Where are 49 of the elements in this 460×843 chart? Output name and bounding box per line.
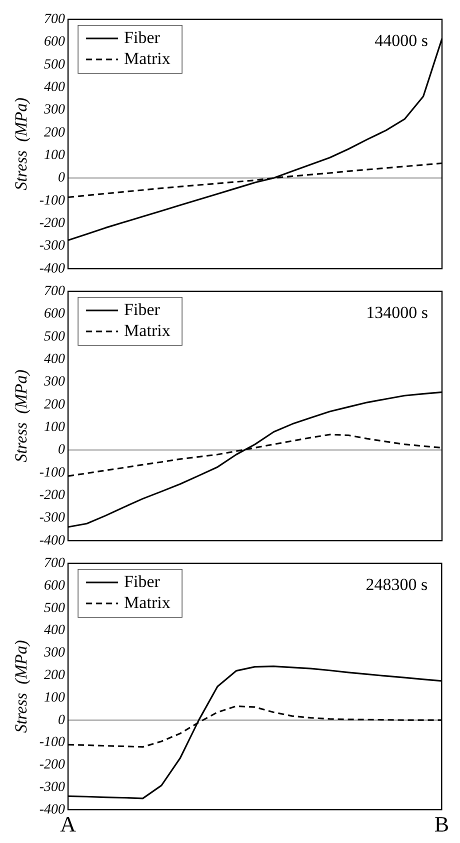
y-tick-label: -100 <box>39 193 66 208</box>
y-tick-label: 400 <box>44 623 66 638</box>
y-tick-label: 200 <box>44 668 66 683</box>
y-tick-label: 300 <box>43 102 66 118</box>
y-tick-label: 700 <box>44 556 66 572</box>
y-axis-title: Stress (MPa) <box>12 640 31 733</box>
y-tick-label: -200 <box>39 488 66 503</box>
y-tick-label: 400 <box>44 80 66 96</box>
legend-label: Matrix <box>124 592 171 612</box>
legend-label: Matrix <box>124 48 171 68</box>
y-tick-label: 500 <box>44 329 66 344</box>
y-tick-label: 100 <box>44 420 66 436</box>
y-tick-label: -400 <box>39 261 66 276</box>
y-tick-label: 700 <box>44 12 66 28</box>
annotation: 134000 s <box>366 302 428 322</box>
y-tick-label: 600 <box>44 306 66 322</box>
y-tick-label: 600 <box>44 34 66 50</box>
y-tick-label: 500 <box>44 57 66 72</box>
y-tick-label: 500 <box>44 600 66 616</box>
y-tick-label: -100 <box>39 735 66 750</box>
y-tick-label: 400 <box>44 352 66 368</box>
y-tick-label: 100 <box>44 690 66 706</box>
legend-label: Fiber <box>124 572 160 591</box>
x-tick-label: B <box>434 812 450 837</box>
y-tick-label: 200 <box>44 125 66 140</box>
y-tick-label: 300 <box>43 374 66 390</box>
y-axis-title: Stress (MPa) <box>12 369 31 462</box>
y-tick-label: -200 <box>39 216 66 231</box>
y-tick-label: -300 <box>39 780 66 795</box>
y-tick-label: -300 <box>39 238 66 254</box>
y-tick-label: 200 <box>44 397 66 412</box>
legend-label: Fiber <box>124 28 160 47</box>
y-tick-label: -400 <box>39 802 66 818</box>
y-tick-label: 300 <box>43 646 66 661</box>
y-tick-label: -300 <box>39 510 66 526</box>
legend-label: Fiber <box>124 300 160 319</box>
y-tick-label: -100 <box>39 465 66 480</box>
legend-label: Matrix <box>124 320 171 340</box>
annotation: 248300 s <box>366 574 428 594</box>
y-tick-label: -200 <box>39 758 66 773</box>
y-tick-label: 100 <box>44 148 66 164</box>
y-tick-label: -400 <box>39 533 66 548</box>
y-tick-label: 700 <box>44 284 66 300</box>
y-tick-label: 0 <box>58 712 66 728</box>
y-tick-label: 0 <box>58 170 66 186</box>
y-axis-title: Stress (MPa) <box>12 97 31 190</box>
annotation: 44000 s <box>374 30 428 50</box>
y-tick-label: 600 <box>44 578 66 594</box>
y-tick-label: 0 <box>58 442 66 458</box>
